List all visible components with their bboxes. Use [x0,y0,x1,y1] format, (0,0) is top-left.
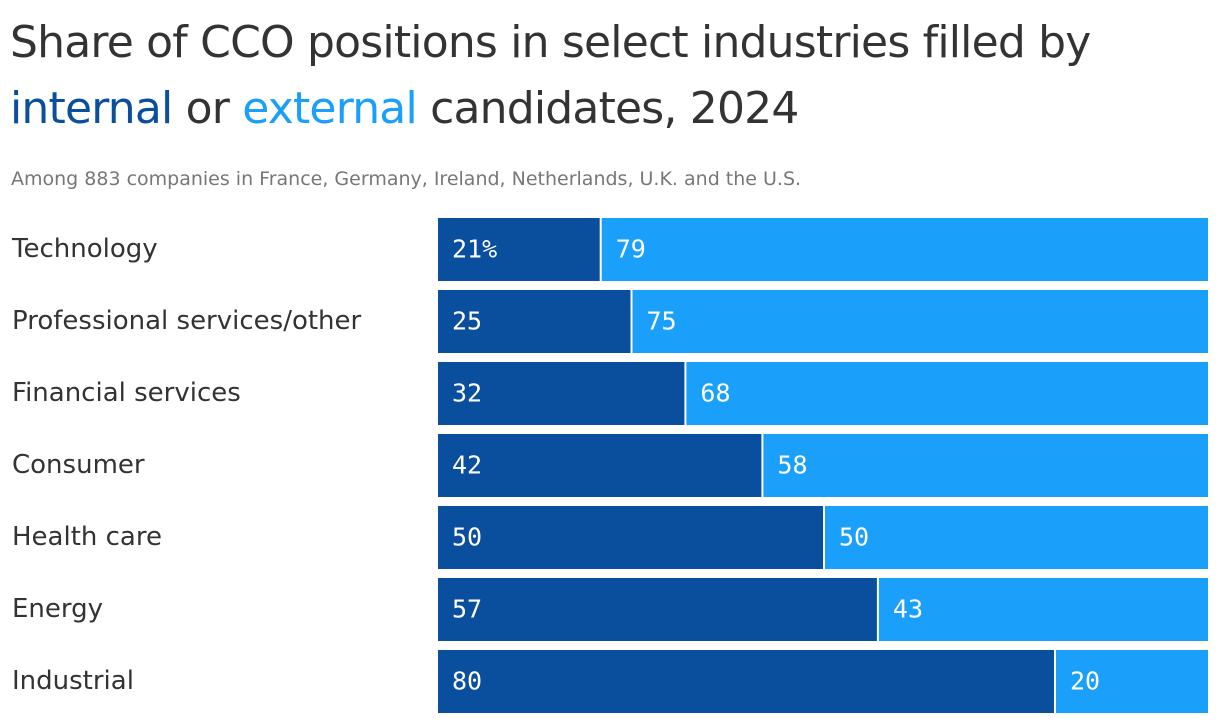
legend-entry: external [242,83,417,134]
category-label: Energy [12,594,103,624]
data-label: 50 [839,523,869,552]
bar-segment [438,434,762,497]
data-label: 42 [452,451,482,480]
category-label: Consumer [12,450,145,480]
title-text: Share of CCO positions in select industr… [10,17,1091,68]
bar-segment [438,218,600,281]
title-text: candidates, 2024 [430,83,799,134]
category-label: Technology [11,234,158,264]
data-label: 57 [452,595,482,624]
category-label: Industrial [12,666,134,696]
bar-segment [438,506,823,569]
data-label: 21% [452,235,497,264]
data-label: 20 [1070,667,1100,696]
data-label: 43 [893,595,923,624]
category-label: Professional services/other [12,306,362,336]
data-label: 50 [452,523,482,552]
bar-segment [763,434,1208,497]
bar-segment [438,650,1054,713]
bar-segment [438,290,631,353]
bar-segment [438,362,685,425]
bar-segment [878,578,1208,641]
data-label: 80 [452,667,482,696]
data-label: 68 [700,379,730,408]
category-label: Financial services [12,378,241,408]
bar-segment [438,578,877,641]
legend-entry: internal [10,83,173,134]
title-text: or [185,83,230,134]
data-label: 32 [452,379,482,408]
bar-segment [686,362,1208,425]
bar-segment [632,290,1208,353]
bar-segment [1056,650,1208,713]
chart-subtitle: Among 883 companies in France, Germany, … [11,168,802,190]
chart-title: Share of CCO positions in select industr… [10,10,1215,142]
category-label: Health care [12,522,162,552]
data-label: 25 [452,307,482,336]
data-label: 79 [616,235,646,264]
data-label: 75 [647,307,677,336]
bar-segment [601,218,1208,281]
data-label: 58 [777,451,807,480]
bar-segment [825,506,1208,569]
